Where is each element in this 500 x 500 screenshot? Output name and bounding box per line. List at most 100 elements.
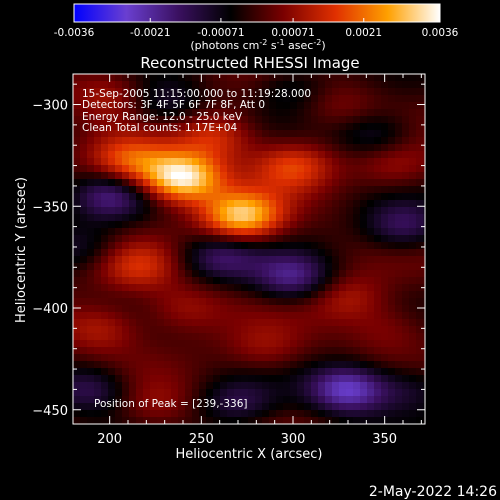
heatmap-cell [206, 186, 214, 194]
heatmap-cell [206, 214, 214, 222]
heatmap-cell [227, 137, 235, 145]
heatmap-cell [332, 88, 340, 96]
heatmap-cell [374, 284, 382, 292]
heatmap-cell [234, 151, 242, 159]
heatmap-cell [199, 242, 207, 250]
heatmap-cell [262, 158, 270, 166]
heatmap-cell [409, 354, 417, 362]
heatmap-cell [346, 270, 354, 278]
annotation-detectors: Detectors: 3F 4F 5F 6F 7F 8F, Att 0 [82, 99, 265, 111]
heatmap-cell [325, 361, 333, 369]
heatmap-cell [381, 193, 389, 201]
heatmap-cell [423, 263, 425, 271]
heatmap-cell [339, 382, 347, 390]
heatmap-cell [332, 95, 340, 103]
heatmap-cell [129, 193, 137, 201]
heatmap-cell [80, 144, 88, 152]
heatmap-cell [73, 340, 81, 348]
heatmap-cell [360, 74, 368, 82]
heatmap-cell [367, 263, 375, 271]
heatmap-cell [346, 389, 354, 397]
heatmap-cell [185, 179, 193, 187]
heatmap-cell [283, 158, 291, 166]
heatmap-cell [304, 235, 312, 243]
heatmap-cell [409, 396, 417, 404]
heatmap-cell [199, 200, 207, 208]
heatmap-cell [367, 74, 375, 82]
heatmap-cell [185, 193, 193, 201]
heatmap-cell [276, 417, 284, 424]
heatmap-cell [87, 214, 95, 222]
heatmap-cell [192, 172, 200, 180]
heatmap-cell [374, 312, 382, 320]
heatmap-cell [248, 130, 256, 138]
heatmap-cell [262, 235, 270, 243]
heatmap-cell [87, 347, 95, 355]
heatmap-cell [353, 116, 361, 124]
heatmap-cell [206, 382, 214, 390]
heatmap-cell [276, 193, 284, 201]
heatmap-cell [416, 284, 424, 292]
heatmap-cell [220, 354, 228, 362]
heatmap-cell [150, 347, 158, 355]
heatmap-cell [409, 74, 417, 82]
heatmap-cell [402, 109, 410, 117]
heatmap-cell [101, 291, 109, 299]
heatmap-cell [332, 221, 340, 229]
heatmap-cell [220, 207, 228, 215]
heatmap-cell [297, 249, 305, 257]
heatmap-cell [157, 221, 165, 229]
heatmap-cell [178, 158, 186, 166]
heatmap-cell [416, 319, 424, 327]
heatmap-cell [101, 137, 109, 145]
heatmap-cell [262, 249, 270, 257]
heatmap-cell [360, 368, 368, 376]
heatmap-cell [423, 165, 425, 173]
heatmap-cell [234, 382, 242, 390]
heatmap-cell [311, 319, 319, 327]
heatmap-cell [150, 151, 158, 159]
heatmap-cell [311, 95, 319, 103]
heatmap-cell [395, 319, 403, 327]
heatmap-cell [115, 277, 123, 285]
heatmap-cell [409, 109, 417, 117]
heatmap-cell [94, 200, 102, 208]
heatmap-cell [227, 74, 235, 82]
heatmap-cell [80, 179, 88, 187]
heatmap-cell [220, 123, 228, 131]
heatmap-cell [248, 235, 256, 243]
heatmap-cell [220, 375, 228, 383]
heatmap-cell [311, 375, 319, 383]
heatmap-cell [122, 130, 130, 138]
heatmap-cell [185, 186, 193, 194]
heatmap-cell [297, 193, 305, 201]
heatmap-cell [101, 102, 109, 110]
heatmap-cell [318, 410, 326, 418]
heatmap-cell [192, 207, 200, 215]
heatmap-cell [332, 312, 340, 320]
peak-position-label: Position of Peak = [239,-336] [94, 398, 248, 410]
heatmap-cell [136, 375, 144, 383]
heatmap-cell [297, 277, 305, 285]
heatmap-cell [213, 375, 221, 383]
heatmap-cell [178, 186, 186, 194]
heatmap-cell [101, 354, 109, 362]
heatmap-cell [80, 249, 88, 257]
heatmap-cell [395, 417, 403, 424]
heatmap-cell [136, 95, 144, 103]
heatmap-cell [332, 200, 340, 208]
heatmap-cell [332, 403, 340, 411]
heatmap-cell [136, 207, 144, 215]
heatmap-cell [248, 207, 256, 215]
heatmap-cell [80, 312, 88, 320]
heatmap-cell [234, 284, 242, 292]
heatmap-cell [227, 158, 235, 166]
heatmap-cell [255, 410, 263, 418]
heatmap-cell [381, 228, 389, 236]
heatmap-cell [108, 368, 116, 376]
heatmap-cell [122, 291, 130, 299]
heatmap-cell [122, 186, 130, 194]
heatmap-cell [332, 165, 340, 173]
heatmap-cell [374, 410, 382, 418]
heatmap-cell [227, 319, 235, 327]
